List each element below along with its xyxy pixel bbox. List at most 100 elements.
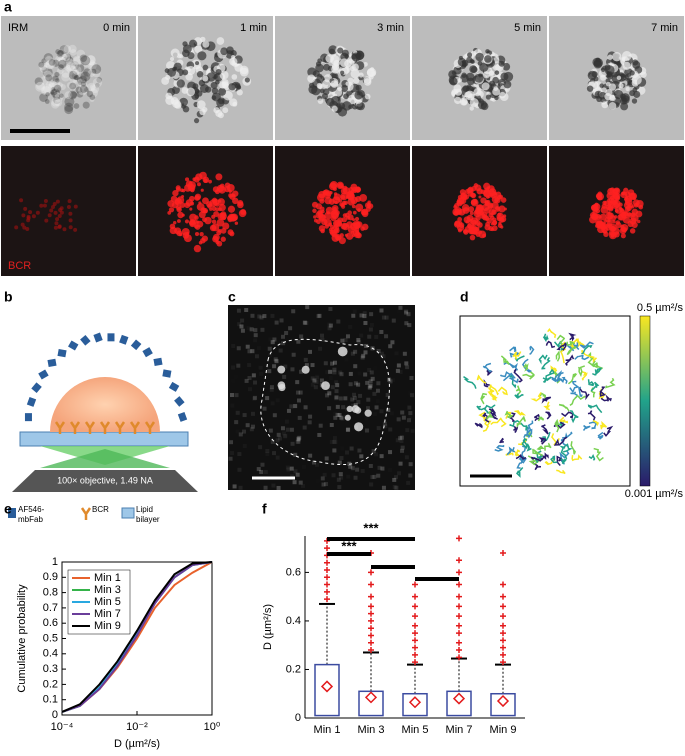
speckle: [330, 80, 339, 88]
speckle: [629, 228, 636, 234]
speckle: [45, 74, 53, 82]
noise: [334, 389, 339, 394]
noise: [400, 410, 405, 415]
speckle: [454, 88, 463, 96]
noise: [307, 331, 311, 335]
speckle: [596, 192, 605, 201]
noise: [372, 474, 377, 479]
noise: [388, 450, 393, 455]
noise: [295, 390, 300, 395]
noise: [251, 373, 256, 378]
noise: [353, 364, 358, 369]
speckle: [42, 67, 53, 78]
track: [571, 454, 583, 462]
speckle: [340, 70, 345, 75]
noise: [259, 315, 264, 320]
track: [499, 437, 504, 444]
noise: [240, 318, 245, 323]
noise: [400, 448, 405, 453]
speckle: [182, 41, 188, 47]
outlier: [324, 581, 330, 588]
x-tick-label: Min 1: [314, 724, 341, 736]
noise: [376, 349, 381, 354]
speckle: [45, 59, 56, 70]
speckle: [59, 93, 64, 98]
track: [482, 362, 492, 373]
speckle: [609, 94, 616, 101]
track: [576, 341, 585, 348]
noise: [315, 375, 320, 380]
noise: [367, 368, 372, 373]
speckle: [58, 57, 67, 65]
noise: [337, 413, 342, 418]
track: [582, 424, 591, 431]
speckle: [347, 226, 355, 233]
speckle: [56, 48, 67, 59]
speckle: [42, 203, 47, 208]
noise: [340, 416, 345, 421]
track: [509, 374, 517, 389]
speckle: [234, 221, 239, 225]
track: [553, 420, 566, 429]
speckle: [234, 63, 243, 72]
noise: [404, 309, 409, 314]
outlier: [324, 545, 330, 552]
speckle: [48, 81, 55, 88]
speckle: [454, 96, 462, 105]
fab: [80, 334, 91, 346]
noise: [276, 398, 280, 402]
noise: [296, 339, 301, 344]
speckle: [621, 95, 630, 104]
x-tick-label: 10⁻⁴: [51, 721, 74, 733]
noise: [381, 354, 386, 359]
outlier: [500, 630, 506, 637]
track: [570, 441, 577, 455]
speckle: [220, 236, 226, 242]
track: [497, 386, 508, 396]
speckle: [35, 81, 46, 92]
noise: [408, 391, 412, 395]
fab: [119, 334, 129, 345]
outlier: [500, 651, 506, 658]
spot: [344, 414, 351, 421]
speckle: [629, 70, 635, 76]
speckle: [318, 190, 326, 199]
noise: [293, 469, 298, 474]
speckle: [87, 82, 96, 92]
speckle: [474, 220, 481, 226]
speckle: [90, 84, 100, 94]
y-tick-label: 0.1: [43, 694, 58, 706]
noise: [316, 479, 320, 483]
track: [520, 422, 529, 431]
speckle: [627, 202, 634, 209]
noise: [333, 412, 337, 416]
track: [530, 392, 542, 402]
noise: [339, 456, 344, 461]
noise: [270, 357, 274, 361]
track: [562, 443, 573, 453]
noise: [262, 406, 267, 411]
noise: [304, 363, 309, 368]
box: [402, 692, 428, 717]
speckle: [494, 70, 500, 75]
speckle: [88, 63, 96, 72]
noise: [392, 477, 397, 482]
noise: [274, 320, 279, 325]
noise: [345, 427, 350, 432]
speckle: [613, 187, 621, 195]
mean-marker: [320, 680, 334, 693]
speckle: [176, 230, 183, 237]
speckle: [219, 183, 225, 189]
speckle: [85, 55, 91, 62]
speckle: [78, 86, 88, 96]
speckle: [602, 200, 607, 206]
speckle: [185, 72, 193, 81]
outlier: [412, 622, 418, 629]
outlier: [456, 581, 462, 588]
noise: [283, 434, 288, 439]
speckle: [168, 207, 175, 213]
speckle: [339, 58, 349, 67]
speckle: [202, 64, 209, 71]
speckle: [45, 92, 50, 97]
speckle: [483, 71, 490, 79]
